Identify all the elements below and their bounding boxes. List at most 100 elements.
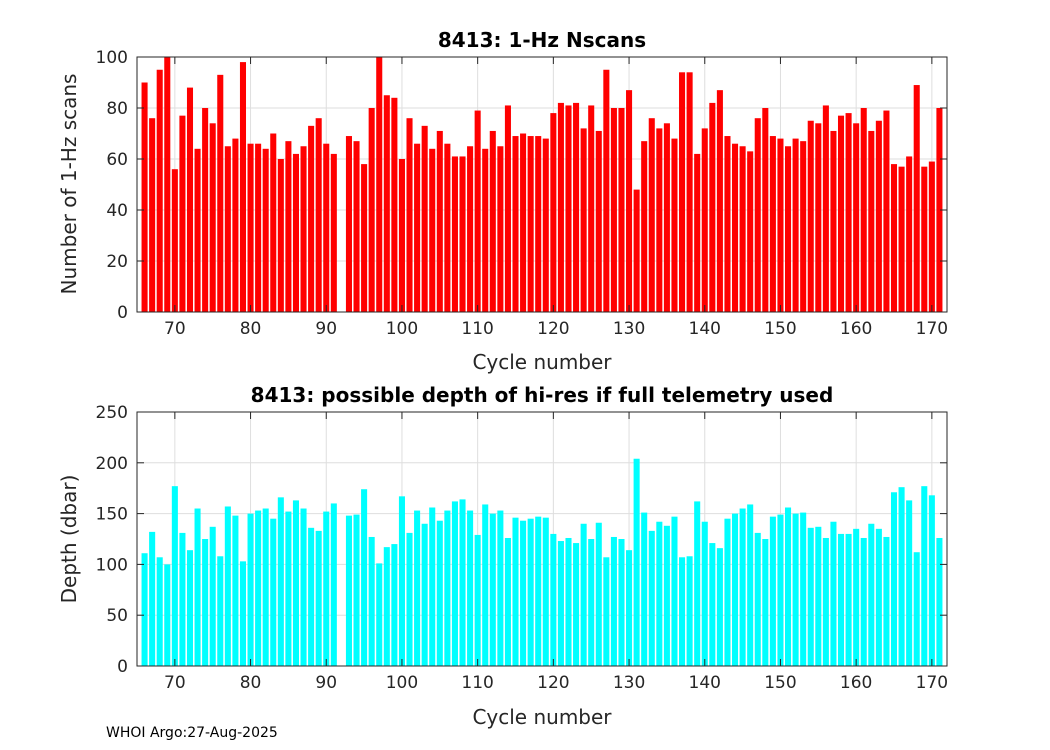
depth-bar-cycle-168 — [913, 552, 920, 666]
depth-bar-cycle-123 — [573, 543, 580, 666]
depth-bar-cycle-150 — [777, 514, 784, 666]
depth-bar-cycle-94 — [353, 514, 360, 666]
nscans-bar-cycle-74 — [202, 108, 209, 312]
nscans-bar-cycle-86 — [292, 153, 299, 312]
nscans-bar-cycle-138 — [686, 72, 693, 312]
depth-bar-cycle-166 — [898, 487, 905, 666]
nscans-bar-cycle-66 — [141, 82, 148, 312]
depth-x-tick-label: 90 — [315, 673, 337, 693]
depth-x-tick-label: 110 — [461, 673, 493, 693]
nscans-bar-cycle-136 — [671, 138, 678, 312]
depth-bar-cycle-145 — [739, 508, 746, 666]
depth-bar-cycle-96 — [368, 536, 375, 666]
depth-bar-cycle-164 — [883, 536, 890, 666]
nscans-bar-cycle-143 — [724, 136, 731, 312]
nscans-bar-cycle-70 — [171, 169, 178, 312]
nscans-bar-cycle-83 — [270, 133, 277, 312]
depth-bar-cycle-121 — [557, 541, 564, 666]
nscans-y-tick-label: 20 — [106, 252, 128, 272]
depth-y-tick-label: 100 — [96, 555, 128, 575]
depth-bar-cycle-69 — [164, 564, 171, 666]
nscans-x-label: Cycle number — [472, 350, 612, 374]
nscans-bar-cycle-129 — [618, 108, 625, 312]
nscans-bar-cycle-68 — [156, 69, 163, 312]
nscans-bar-cycle-85 — [285, 141, 292, 312]
depth-bar-cycle-148 — [762, 539, 769, 666]
nscans-bar-cycle-142 — [716, 90, 723, 313]
depth-x-tick-label: 100 — [386, 673, 418, 693]
nscans-bar-cycle-171 — [936, 108, 943, 312]
depth-y-tick-label: 50 — [106, 606, 128, 626]
nscans-bar-cycle-119 — [542, 138, 549, 312]
depth-x-tick-label: 70 — [164, 673, 186, 693]
depth-bar-cycle-95 — [361, 489, 368, 666]
nscans-panel: 70 80 90 100 110 120 130 140 150 160 170 0 20 40 60 80… — [57, 28, 948, 374]
nscans-y-tick-label: 80 — [106, 99, 128, 119]
nscans-bar-cycle-102 — [414, 143, 421, 312]
depth-bar-cycle-108 — [459, 499, 466, 666]
depth-bar-cycle-87 — [300, 508, 307, 666]
depth-x-tick-label: 140 — [689, 673, 721, 693]
depth-bar-cycle-101 — [406, 532, 413, 666]
depth-bar-cycle-99 — [391, 544, 398, 666]
nscans-bar-cycle-124 — [580, 128, 587, 312]
depth-bar-cycle-169 — [921, 486, 928, 666]
footer-credit: WHOI Argo:27-Aug-2025 — [106, 725, 278, 741]
nscans-bar-cycle-166 — [898, 166, 905, 312]
nscans-bar-cycle-120 — [550, 113, 557, 312]
depth-bar-cycle-112 — [489, 513, 496, 666]
depth-bar-cycle-142 — [716, 548, 723, 666]
depth-bar-cycle-163 — [875, 528, 882, 666]
depth-bar-cycle-66 — [141, 553, 148, 666]
nscans-bar-cycle-100 — [398, 159, 405, 312]
nscans-bar-cycle-152 — [792, 138, 799, 312]
depth-bar-cycle-167 — [906, 500, 913, 666]
depth-bar-cycle-82 — [262, 508, 269, 666]
nscans-bar-cycle-67 — [149, 118, 156, 312]
depth-bar-cycle-89 — [315, 530, 322, 666]
nscans-bar-cycle-140 — [701, 128, 708, 312]
nscans-x-tick-label: 170 — [916, 319, 948, 339]
depth-bar-cycle-68 — [156, 557, 163, 666]
nscans-bar-cycle-98 — [383, 95, 390, 312]
nscans-bar-cycle-113 — [497, 146, 504, 312]
depth-bar-cycle-146 — [747, 504, 754, 666]
nscans-bar-cycle-106 — [444, 143, 451, 312]
depth-bar-cycle-85 — [285, 511, 292, 666]
depth-bar-cycle-126 — [595, 522, 602, 666]
depth-x-tick-label: 150 — [764, 673, 796, 693]
depth-bar-cycle-162 — [868, 523, 875, 666]
depth-y-label: Depth (dbar) — [57, 475, 81, 604]
nscans-bar-cycle-82 — [262, 148, 269, 312]
nscans-bar-cycle-95 — [361, 164, 368, 312]
depth-bar-cycle-154 — [807, 527, 814, 666]
depth-x-tick-label: 160 — [840, 673, 872, 693]
nscans-bar-cycle-112 — [489, 130, 496, 312]
depth-x-tick-label: 120 — [537, 673, 569, 693]
nscans-bar-cycle-76 — [217, 74, 224, 312]
depth-bars — [141, 458, 943, 666]
nscans-bar-cycle-121 — [557, 102, 564, 313]
depth-bar-cycle-138 — [686, 556, 693, 666]
nscans-bar-cycle-125 — [588, 105, 595, 312]
nscans-x-ticks: 70 80 90 100 110 120 130 140 150 160 170 — [164, 57, 948, 339]
nscans-bar-cycle-123 — [573, 102, 580, 313]
depth-bar-cycle-135 — [663, 525, 670, 666]
nscans-bar-cycle-117 — [527, 136, 534, 312]
depth-bar-cycle-72 — [186, 550, 194, 666]
nscans-bar-cycle-108 — [459, 156, 466, 312]
depth-bar-cycle-124 — [580, 523, 587, 666]
nscans-bar-cycle-133 — [648, 118, 655, 312]
nscans-bar-cycle-127 — [603, 69, 610, 312]
nscans-bar-cycle-150 — [777, 138, 784, 312]
depth-bar-cycle-140 — [701, 521, 708, 666]
depth-bar-cycle-103 — [421, 523, 428, 666]
nscans-bar-cycle-73 — [194, 148, 201, 312]
nscans-bar-cycle-134 — [656, 128, 663, 312]
nscans-bar-cycle-78 — [232, 138, 239, 312]
nscans-bar-cycle-97 — [376, 57, 383, 312]
depth-bar-cycle-90 — [323, 511, 330, 666]
depth-bar-cycle-75 — [209, 526, 216, 666]
nscans-bar-cycle-135 — [663, 123, 670, 312]
nscans-bar-cycle-168 — [913, 85, 920, 312]
